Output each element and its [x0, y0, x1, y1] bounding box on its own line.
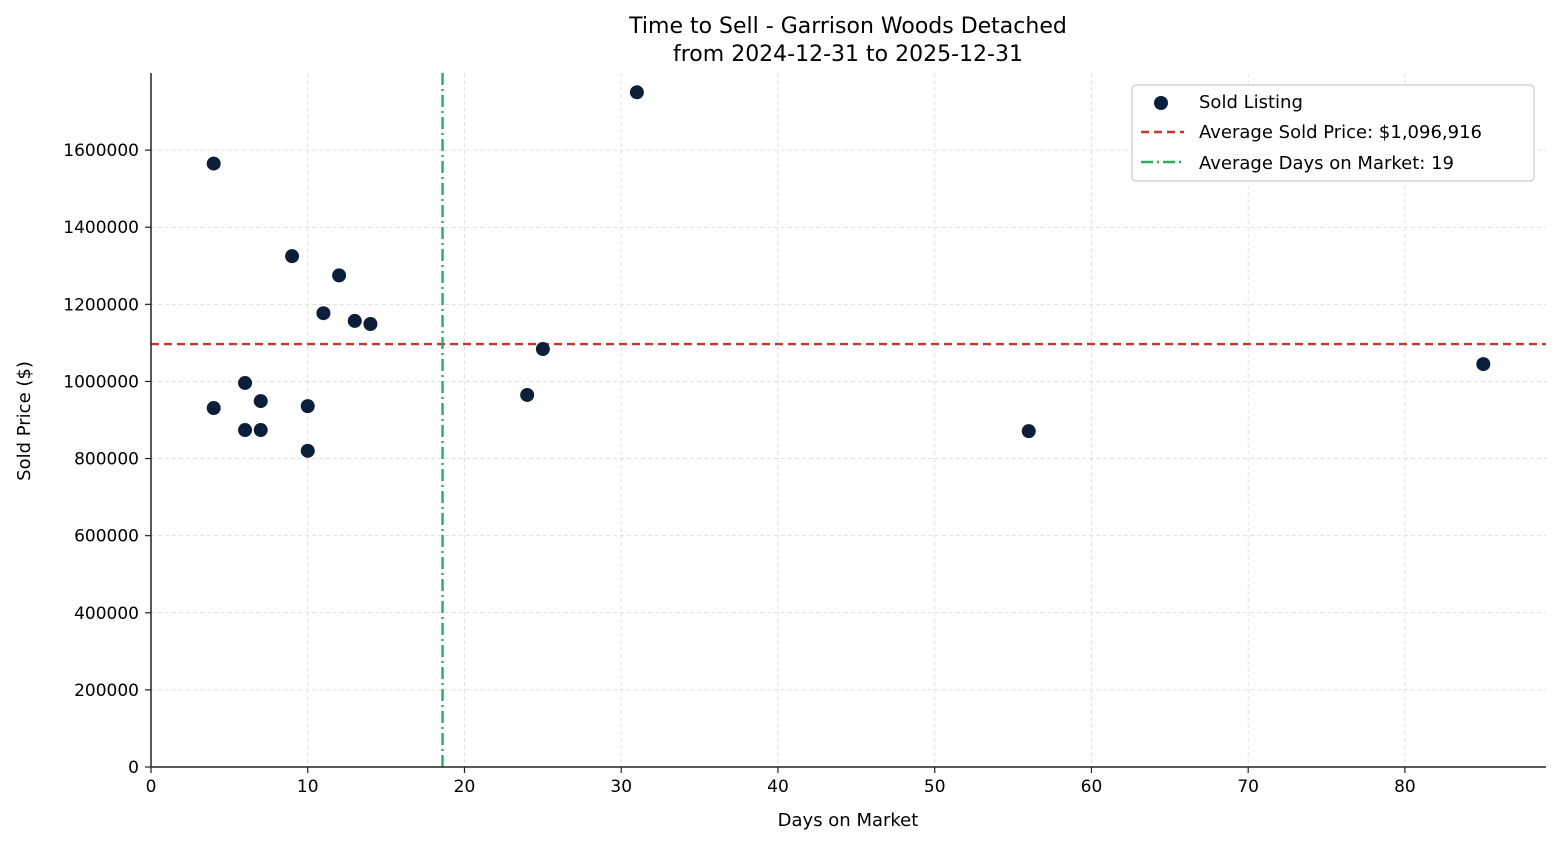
data-point — [520, 387, 535, 402]
x-tick-label: 50 — [924, 777, 946, 797]
x-axis-label: Days on Market — [778, 810, 919, 831]
data-point — [238, 375, 253, 390]
legend-label-sold-listing: Sold Listing — [1199, 92, 1303, 113]
y-tick-label: 0 — [128, 758, 139, 778]
x-tick-label: 80 — [1394, 777, 1416, 797]
data-point — [300, 443, 315, 458]
data-point — [238, 423, 253, 438]
y-axis-label: Sold Price ($) — [14, 361, 35, 481]
x-tick-label: 60 — [1081, 777, 1103, 797]
x-tick-label: 10 — [297, 777, 319, 797]
chart-title: Time to Sell - Garrison Woods Detached — [628, 14, 1067, 39]
y-tick-label: 800000 — [74, 450, 139, 470]
data-point — [253, 423, 268, 438]
data-point — [535, 342, 550, 357]
data-points — [206, 85, 1491, 458]
reference-lines — [151, 73, 1546, 767]
y-tick-label: 600000 — [74, 527, 139, 547]
data-point — [253, 394, 268, 409]
legend-label-avg-days: Average Days on Market: 19 — [1199, 153, 1454, 174]
data-point — [363, 316, 378, 331]
x-tick-label: 20 — [454, 777, 476, 797]
data-point — [316, 306, 331, 321]
y-tick-label: 1200000 — [63, 295, 139, 315]
data-point — [629, 85, 644, 100]
y-tick-label: 200000 — [74, 681, 139, 701]
data-point — [347, 313, 362, 328]
legend-label-avg-price: Average Sold Price: $1,096,916 — [1199, 122, 1482, 143]
data-point — [1021, 424, 1036, 439]
data-point — [300, 399, 315, 414]
y-tick-label: 1400000 — [63, 218, 139, 238]
y-tick-label: 1000000 — [63, 372, 139, 392]
data-point — [206, 156, 221, 171]
x-tick-label: 30 — [610, 777, 632, 797]
chart-subtitle: from 2024-12-31 to 2025-12-31 — [673, 42, 1023, 67]
y-tick-label: 400000 — [74, 604, 139, 624]
legend-box — [1131, 84, 1535, 182]
y-tick-label: 1600000 — [63, 141, 139, 161]
x-tick-label: 0 — [146, 777, 157, 797]
data-point — [285, 249, 300, 264]
legend-marker-icon — [1154, 96, 1168, 110]
axes: 0 10 20 30 40 50 60 70 80 0 200000 400000 600000 8000… — [63, 73, 1546, 797]
data-point — [206, 401, 221, 416]
legend: Sold Listing Average Sold Price: $1,096,… — [1131, 84, 1535, 182]
x-tick-label: 40 — [767, 777, 789, 797]
data-point — [332, 268, 347, 283]
x-tick-label: 70 — [1237, 777, 1259, 797]
data-point — [1476, 357, 1491, 372]
